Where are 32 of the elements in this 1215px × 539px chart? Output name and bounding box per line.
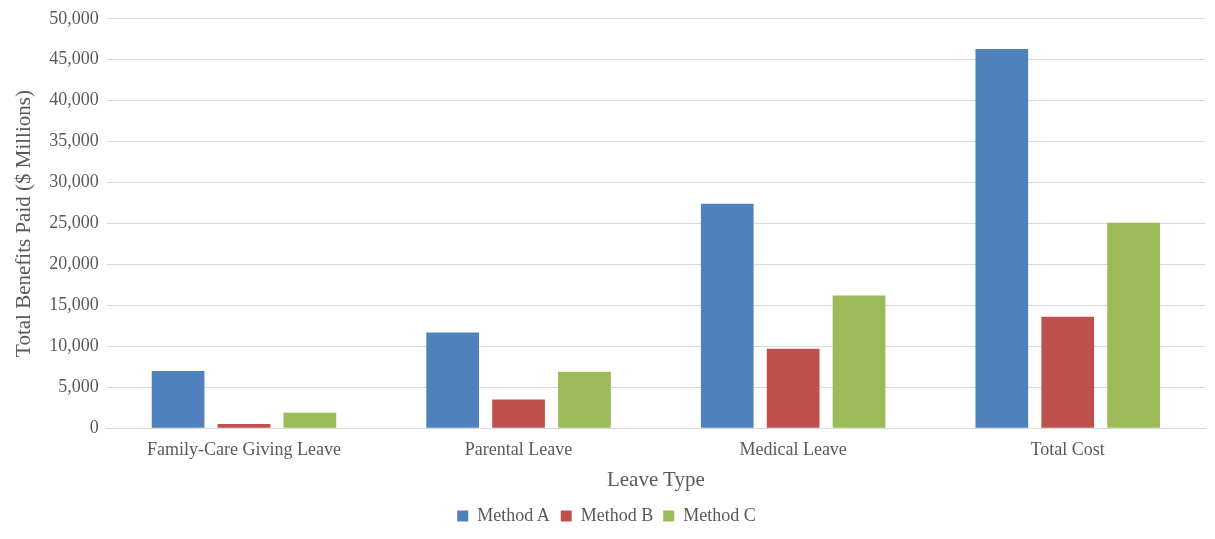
bar <box>1107 222 1160 428</box>
bar <box>766 348 820 428</box>
y-tick-label: 15,000 <box>49 294 99 315</box>
bar <box>426 332 480 428</box>
bar <box>217 424 271 428</box>
bar <box>151 370 205 428</box>
bar <box>558 371 611 428</box>
x-tick-label: Total Cost <box>1030 438 1105 459</box>
legend-label: Method B <box>580 504 654 525</box>
legend-label: Method A <box>477 504 550 525</box>
bar <box>283 412 337 428</box>
legend-label: Method C <box>683 504 756 525</box>
x-tick-label: Family-Care Giving Leave <box>147 438 341 459</box>
y-tick-label: 20,000 <box>49 253 99 274</box>
y-tick-label: 5,000 <box>58 375 99 396</box>
y-tick-label: 35,000 <box>49 130 99 151</box>
y-tick-label: 10,000 <box>49 335 99 356</box>
y-tick-label: 0 <box>89 416 99 437</box>
y-tick-label: 40,000 <box>49 89 99 110</box>
bar <box>492 399 545 428</box>
y-tick-label: 50,000 <box>49 7 99 28</box>
bar <box>975 49 1029 428</box>
y-axis-title: Total Benefits Paid ($ Millions) <box>11 90 36 357</box>
bar <box>700 203 754 428</box>
bar <box>832 295 886 428</box>
y-tick-label: 30,000 <box>49 171 99 192</box>
x-tick-label: Medical Leave <box>739 438 847 459</box>
bar <box>1041 316 1095 428</box>
x-axis-title: Leave Type <box>606 466 705 491</box>
y-tick-label: 25,000 <box>49 212 99 233</box>
y-tick-label: 45,000 <box>49 48 99 69</box>
x-tick-label: Parental Leave <box>464 438 573 459</box>
